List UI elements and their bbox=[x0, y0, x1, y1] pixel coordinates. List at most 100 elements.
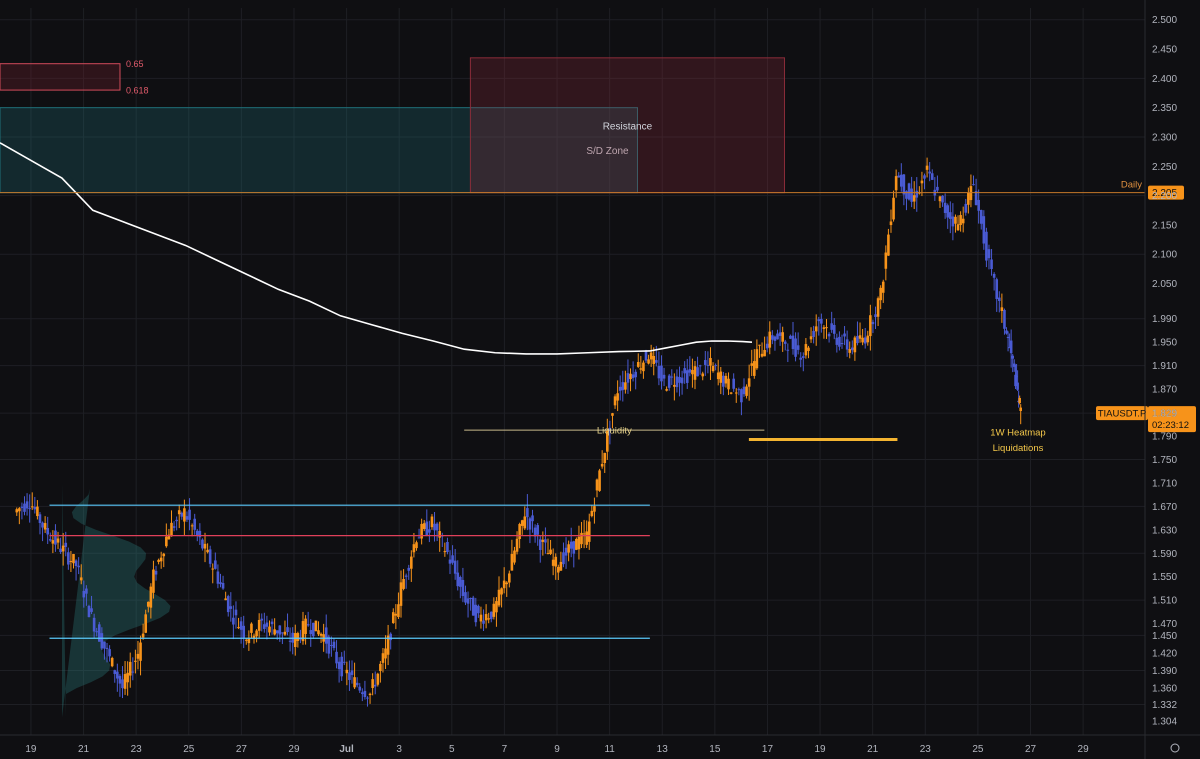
candle-body bbox=[185, 516, 189, 520]
candle-body bbox=[376, 673, 380, 685]
candle-body bbox=[533, 527, 537, 537]
candle-body bbox=[737, 389, 741, 391]
candle-body bbox=[358, 686, 362, 691]
candle-body bbox=[817, 319, 821, 322]
candle-body bbox=[879, 287, 882, 301]
candle-body bbox=[582, 533, 586, 535]
candle-body bbox=[544, 539, 547, 543]
candle-body bbox=[286, 627, 289, 633]
candle-body bbox=[198, 530, 202, 538]
price-tick-label: 1.360 bbox=[1152, 684, 1177, 695]
candle-body bbox=[907, 183, 911, 200]
candle-body bbox=[716, 372, 720, 380]
candle-body bbox=[208, 549, 212, 564]
time-tick-label: 19 bbox=[815, 744, 827, 755]
candle-body bbox=[247, 637, 251, 644]
candle-body bbox=[670, 376, 674, 378]
candle-body bbox=[134, 660, 137, 662]
candle-body bbox=[397, 604, 400, 618]
candle-body bbox=[538, 539, 542, 550]
candle-body bbox=[195, 530, 199, 536]
candle-body bbox=[1009, 340, 1013, 354]
candle-body bbox=[778, 332, 782, 336]
candle-body bbox=[105, 647, 109, 649]
candle-body bbox=[608, 427, 612, 432]
candle-body bbox=[569, 541, 573, 549]
fib-label: 0.618 bbox=[126, 86, 149, 96]
candle-body bbox=[636, 361, 640, 367]
candle-body bbox=[912, 195, 916, 202]
candle-body bbox=[371, 679, 374, 688]
candle-body bbox=[771, 335, 774, 340]
candle-body bbox=[159, 557, 163, 562]
candle-body bbox=[662, 374, 666, 379]
candle-body bbox=[985, 231, 988, 261]
candle-body bbox=[90, 608, 93, 612]
candle-body bbox=[381, 653, 385, 663]
candle-body bbox=[477, 605, 480, 614]
candle-body bbox=[232, 617, 235, 625]
candle-body bbox=[36, 506, 39, 517]
candle-body bbox=[399, 582, 403, 606]
candle-body bbox=[67, 552, 70, 565]
candle-body bbox=[631, 374, 635, 378]
candle-body bbox=[459, 577, 462, 587]
candle-body bbox=[765, 343, 769, 349]
candle-body bbox=[348, 672, 351, 680]
candle-body bbox=[224, 598, 227, 601]
candle-body bbox=[562, 552, 565, 565]
candle-body bbox=[523, 516, 527, 529]
daily-price-value: 2.205 bbox=[1152, 188, 1177, 199]
candle-body bbox=[887, 234, 890, 256]
time-tick-label: 23 bbox=[920, 744, 932, 755]
candle-body bbox=[48, 539, 52, 541]
candle-body bbox=[319, 633, 323, 636]
time-tick-label: 3 bbox=[396, 744, 402, 755]
price-tick-label: 2.400 bbox=[1152, 74, 1177, 85]
candle-body bbox=[18, 508, 21, 512]
candle-body bbox=[103, 641, 106, 649]
settings-icon bbox=[1170, 743, 1180, 753]
zone-box bbox=[469, 57, 785, 194]
candle-body bbox=[363, 690, 367, 698]
candle-body bbox=[306, 624, 310, 626]
time-tick-label: 21 bbox=[78, 744, 90, 755]
candle-body bbox=[497, 589, 501, 606]
candle-body bbox=[925, 165, 929, 170]
symbol-tag bbox=[1096, 406, 1148, 421]
candle-body bbox=[77, 565, 80, 568]
candle-body bbox=[1011, 355, 1015, 359]
candle-body bbox=[464, 592, 467, 603]
candle-body bbox=[590, 510, 594, 517]
zone-label: Resistance bbox=[603, 121, 653, 132]
time-tick-label: 17 bbox=[762, 744, 774, 755]
candle-body bbox=[789, 335, 792, 339]
candle-body bbox=[776, 333, 779, 340]
candle-body bbox=[763, 349, 766, 357]
candle-body bbox=[386, 635, 390, 655]
candle-body bbox=[528, 518, 532, 530]
candle-body bbox=[190, 525, 194, 527]
price-tick-label: 1.304 bbox=[1152, 716, 1177, 727]
candle-body bbox=[342, 661, 346, 663]
candle-body bbox=[997, 297, 1001, 301]
candle-body bbox=[25, 501, 29, 509]
price-tick-label: 1.870 bbox=[1152, 385, 1177, 396]
candle-body bbox=[43, 523, 47, 530]
volume-profile bbox=[62, 482, 171, 718]
candle-body bbox=[876, 298, 880, 317]
candle-body bbox=[479, 614, 483, 622]
candle-body bbox=[273, 629, 276, 635]
candle-body bbox=[82, 590, 86, 598]
price-tick-label: 2.050 bbox=[1152, 279, 1177, 290]
candle-body bbox=[820, 318, 823, 324]
candle-body bbox=[549, 549, 552, 554]
candle-body bbox=[979, 209, 983, 224]
candle-body bbox=[936, 186, 939, 191]
candle-body bbox=[706, 364, 710, 366]
candle-body bbox=[874, 314, 877, 318]
candle-body bbox=[812, 330, 815, 337]
